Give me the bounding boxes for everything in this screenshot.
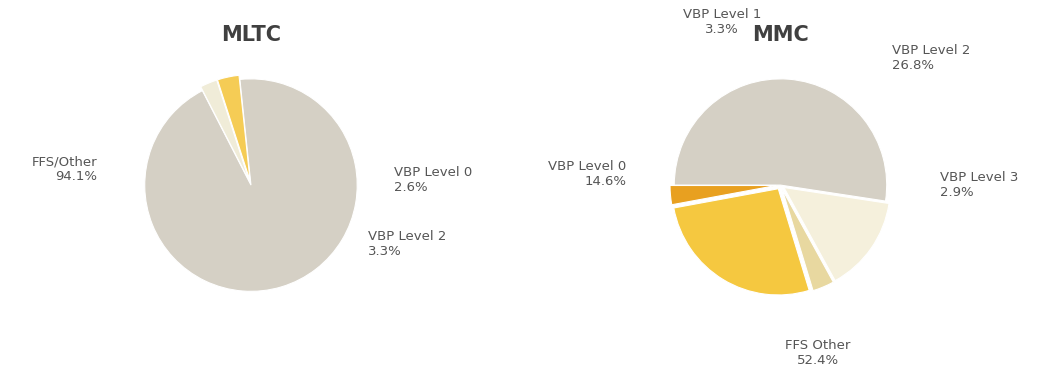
Text: VBP Level 0
2.6%: VBP Level 0 2.6% — [395, 166, 472, 194]
Wedge shape — [784, 188, 889, 280]
Wedge shape — [145, 79, 357, 291]
Text: VBP Level 3
2.9%: VBP Level 3 2.9% — [940, 171, 1018, 199]
Text: VBP Level 2
26.8%: VBP Level 2 26.8% — [892, 44, 970, 71]
Text: VBP Level 2
3.3%: VBP Level 2 3.3% — [368, 229, 446, 258]
Wedge shape — [674, 79, 886, 201]
Text: VBP Level 1
3.3%: VBP Level 1 3.3% — [682, 8, 761, 36]
Title: MLTC: MLTC — [220, 25, 281, 45]
Text: FFS/Other
94.1%: FFS/Other 94.1% — [32, 155, 97, 183]
Wedge shape — [670, 185, 776, 205]
Wedge shape — [782, 189, 834, 291]
Wedge shape — [201, 80, 249, 181]
Text: FFS Other
52.4%: FFS Other 52.4% — [785, 339, 850, 367]
Wedge shape — [674, 189, 810, 295]
Wedge shape — [217, 75, 250, 181]
Title: MMC: MMC — [752, 25, 808, 45]
Text: VBP Level 0
14.6%: VBP Level 0 14.6% — [548, 161, 627, 188]
